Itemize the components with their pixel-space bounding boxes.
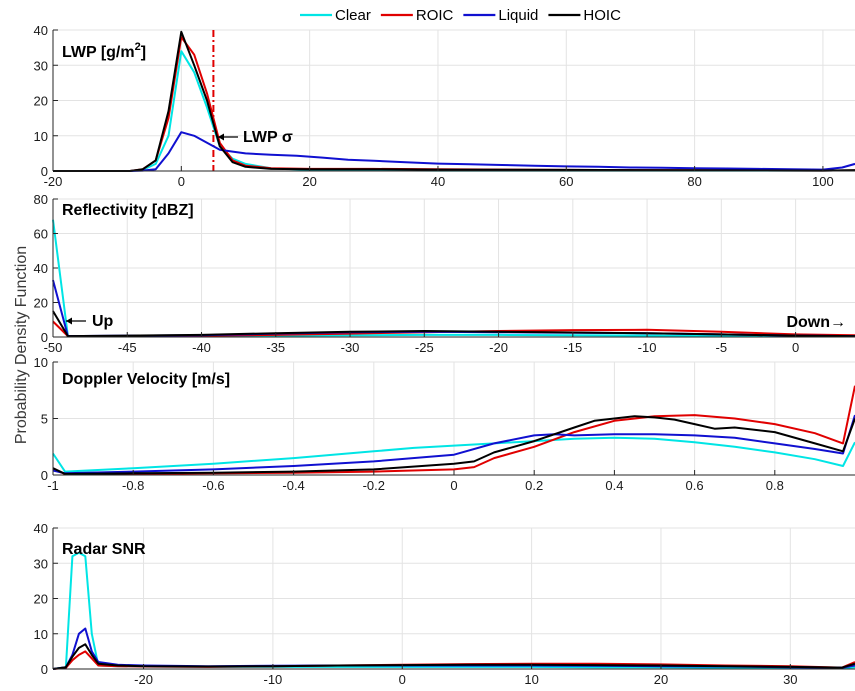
y-tick-label: 40 (34, 261, 48, 276)
x-tick-label: 100 (812, 174, 834, 189)
y-tick-label: 80 (34, 192, 48, 207)
y-tick-label: 10 (34, 627, 48, 642)
panel-title-lwp: LWP [g/m2] (62, 41, 146, 61)
panel-radar-snr: -20 -10 0 10 20 30 0 10 20 30 40 (34, 521, 855, 687)
x-tick-label: -0.6 (202, 478, 224, 493)
y-tick-label: 20 (34, 592, 48, 607)
y-axis-label: Probability Density Function (13, 246, 30, 444)
y-tick-label: 0 (41, 164, 48, 179)
y-tick-label: 40 (34, 23, 48, 38)
x-tick-label: -30 (341, 340, 360, 355)
x-tick-label: 20 (302, 174, 316, 189)
legend-label-liquid: Liquid (498, 7, 538, 24)
panel-title-reflectivity: Reflectivity [dBZ] (62, 202, 194, 219)
x-tick-label: -20 (489, 340, 508, 355)
x-tick-label: 30 (783, 672, 797, 687)
x-tick-label: 20 (654, 672, 668, 687)
y-tick-label: 40 (34, 521, 48, 536)
x-tick-label: -0.8 (122, 478, 144, 493)
y-tick-label: 5 (41, 412, 48, 427)
legend-label-clear: Clear (335, 7, 371, 24)
x-tick-label: -50 (44, 340, 63, 355)
y-tick-label: 30 (34, 556, 48, 571)
y-tick-label: 20 (34, 296, 48, 311)
x-tick-label: 0 (178, 174, 185, 189)
y-tick-label: 20 (34, 94, 48, 109)
x-tick-label: -1 (47, 478, 59, 493)
x-tick-label: 0.6 (686, 478, 704, 493)
x-tick-label: 0.2 (525, 478, 543, 493)
panel-title-radar-snr: Radar SNR (62, 541, 146, 558)
x-tick-label: 0 (792, 340, 799, 355)
x-tick-label: -25 (415, 340, 434, 355)
chart-legend: Clear ROIC Liquid HOIC (300, 7, 621, 24)
y-tick-label: 10 (34, 355, 48, 370)
x-tick-label: 10 (524, 672, 538, 687)
annotation-up: Up (66, 313, 114, 330)
x-tick-label: -5 (716, 340, 728, 355)
y-tick-label: 0 (41, 330, 48, 345)
x-tick-label: 80 (687, 174, 701, 189)
series-line-liquid (53, 131, 855, 172)
x-tick-label: 0 (399, 672, 406, 687)
x-tick-label: 60 (559, 174, 573, 189)
legend-label-roic: ROIC (416, 7, 454, 24)
annotation-lwp-sigma: LWP σ (218, 129, 293, 146)
x-tick-label: 40 (431, 174, 445, 189)
x-tick-label: -45 (118, 340, 137, 355)
x-tick-label: -0.4 (282, 478, 304, 493)
x-tick-label: -35 (266, 340, 285, 355)
y-tick-label: 0 (41, 662, 48, 677)
y-tick-label: 0 (41, 468, 48, 483)
x-tick-label: -20 (44, 174, 63, 189)
x-tick-label: 0 (450, 478, 457, 493)
x-tick-label: -20 (134, 672, 153, 687)
svg-text:Up: Up (92, 313, 114, 330)
x-tick-label: -10 (638, 340, 657, 355)
legend-label-hoic: HOIC (583, 7, 621, 24)
svg-text:LWP σ: LWP σ (243, 129, 293, 146)
y-tick-label: 60 (34, 227, 48, 242)
annotation-down: Down→ (786, 314, 846, 331)
panel-doppler-velocity: -1 -0.8 -0.6 -0.4 -0.2 0 0.2 0.4 0.6 0.8 0 5 10 (34, 355, 855, 493)
series-line-hoic (52, 415, 855, 475)
y-tick-label: 30 (34, 58, 48, 73)
x-tick-label: -40 (192, 340, 211, 355)
panel-title-doppler-velocity: Doppler Velocity [m/s] (62, 371, 230, 388)
y-tick-label: 10 (34, 129, 48, 144)
x-tick-label: -0.2 (363, 478, 385, 493)
x-tick-label: 0.8 (766, 478, 784, 493)
x-tick-label: -15 (563, 340, 582, 355)
x-tick-label: 0.4 (605, 478, 623, 493)
x-tick-label: -10 (264, 672, 283, 687)
